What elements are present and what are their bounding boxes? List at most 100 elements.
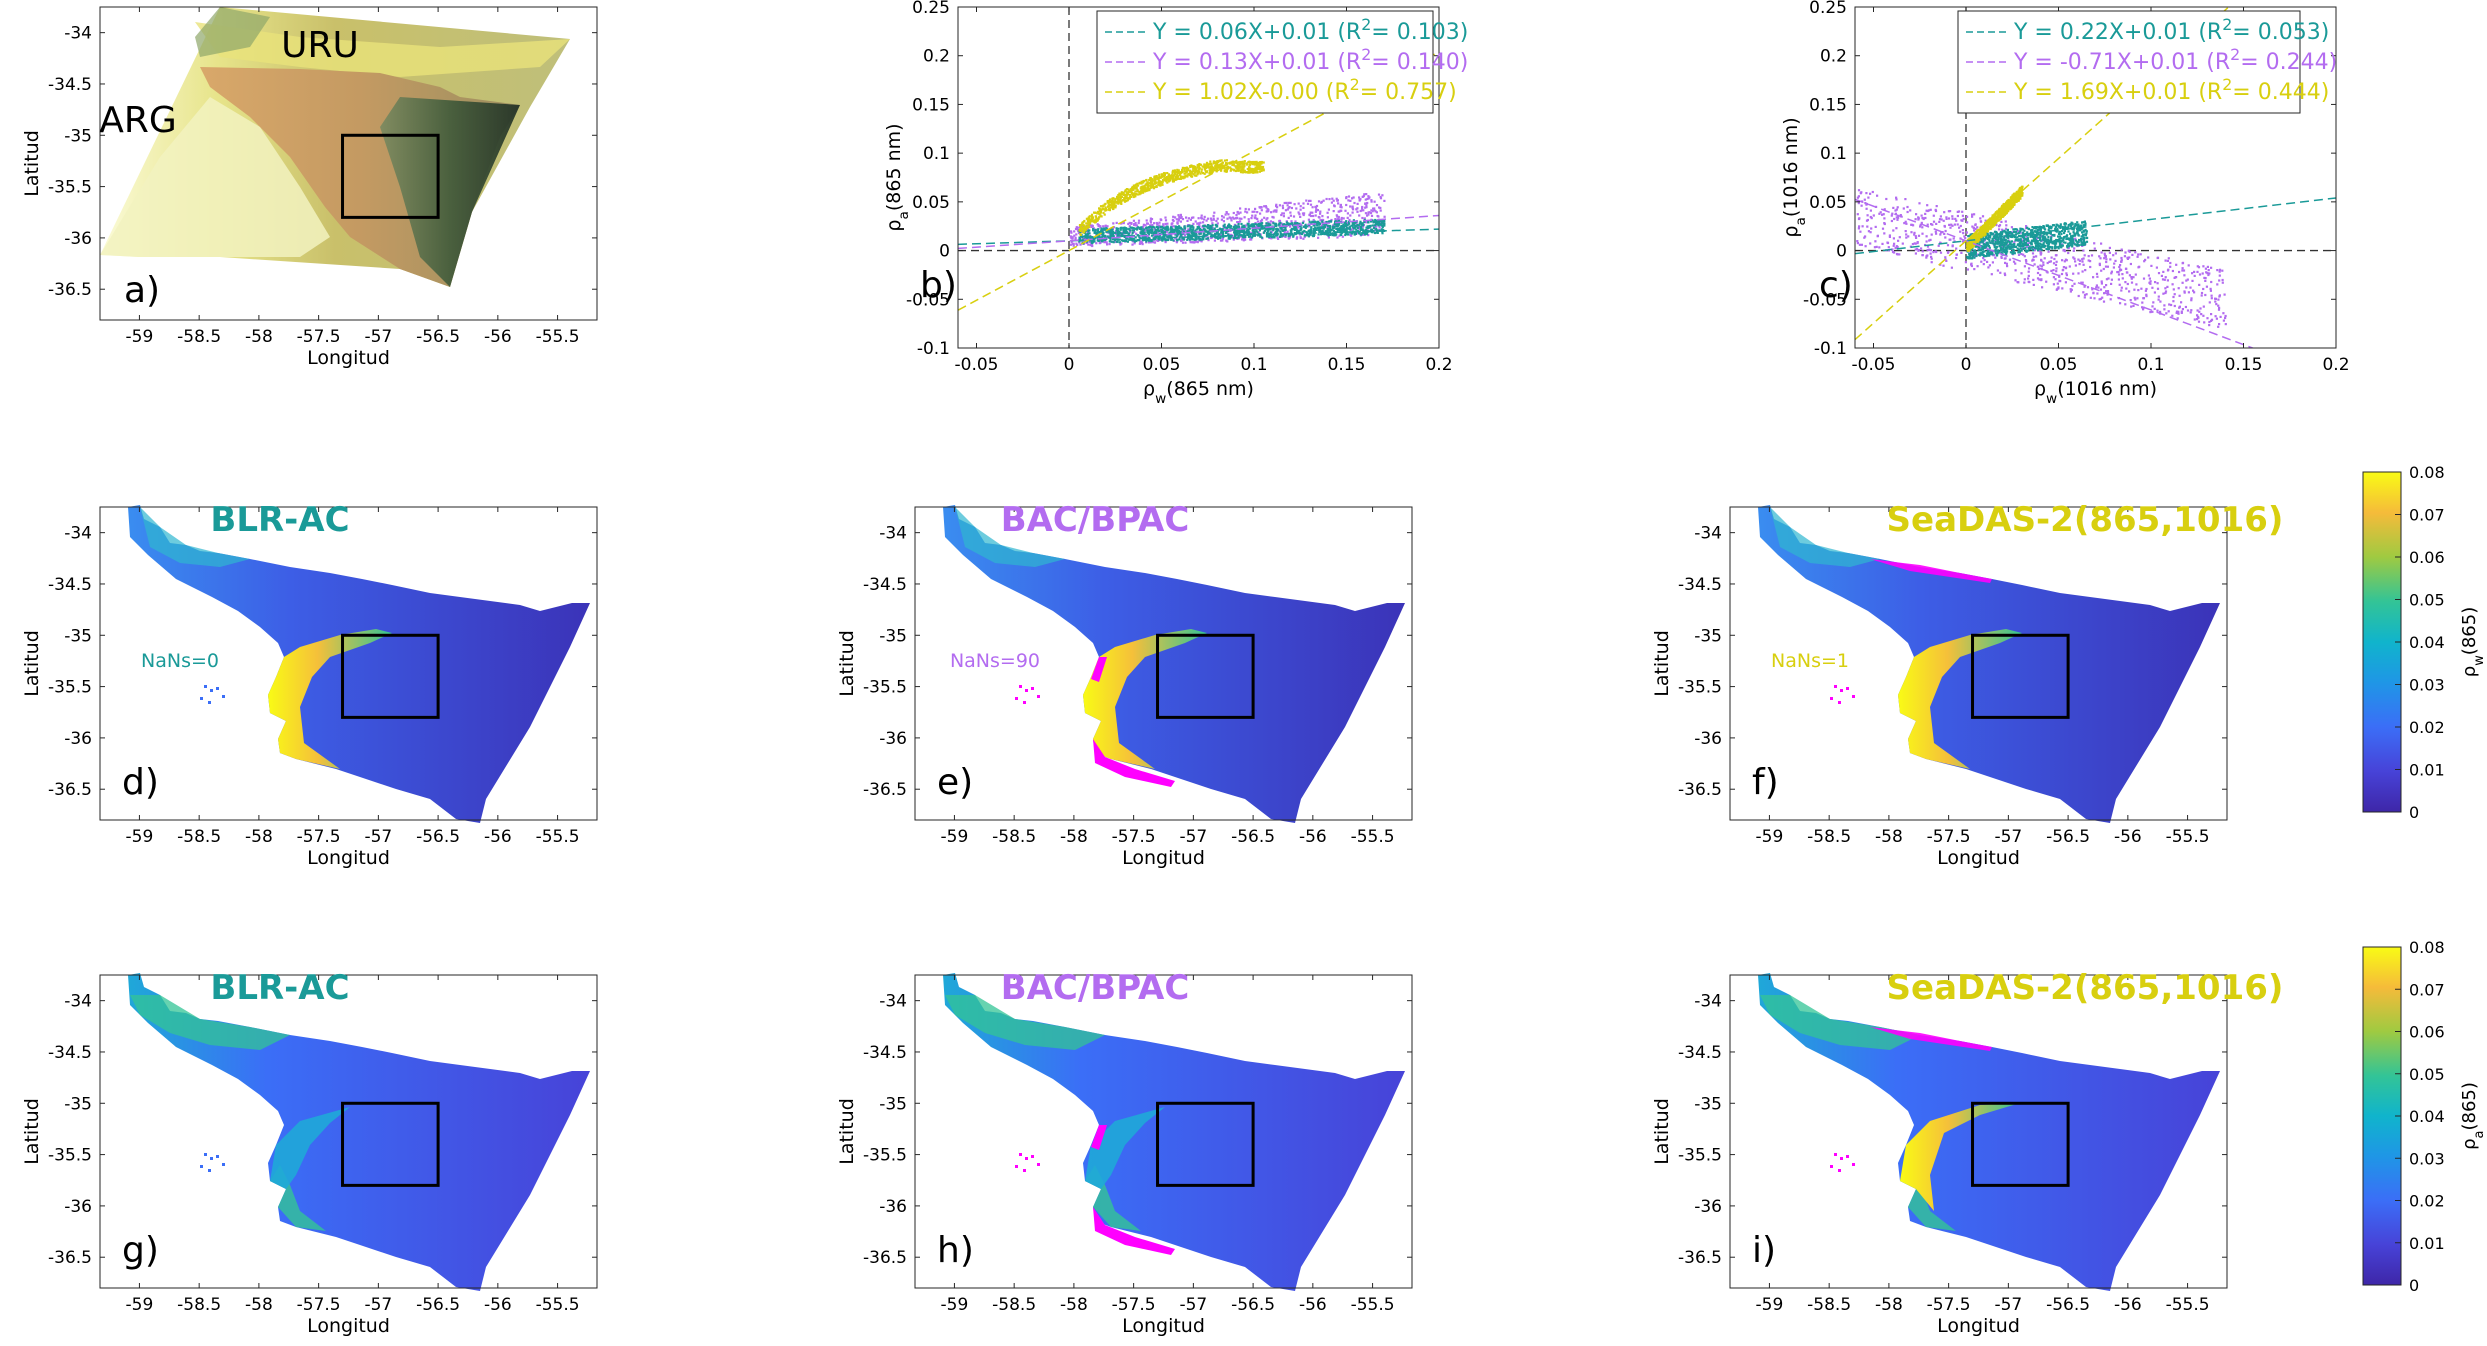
data-point xyxy=(1128,228,1131,231)
data-point xyxy=(1380,221,1383,224)
data-point xyxy=(1210,219,1213,222)
data-point xyxy=(1975,254,1978,258)
data-point xyxy=(1167,180,1170,183)
data-point xyxy=(1166,222,1169,225)
data-point xyxy=(1189,165,1192,168)
data-point xyxy=(1234,169,1237,173)
text-span: a xyxy=(896,211,912,219)
data-point xyxy=(1147,233,1150,236)
data-point xyxy=(1155,231,1158,234)
data-point xyxy=(2176,310,2179,313)
data-point xyxy=(1317,236,1320,239)
data-point xyxy=(1285,220,1288,223)
data-point xyxy=(2072,249,2075,252)
data-point xyxy=(1098,207,1101,210)
data-point xyxy=(1237,212,1240,215)
data-point xyxy=(1213,211,1216,214)
data-point xyxy=(2005,262,2008,265)
data-point xyxy=(1167,228,1170,231)
data-point xyxy=(1922,217,1925,221)
data-point xyxy=(1137,184,1140,187)
data-point xyxy=(2003,229,2006,232)
data-point xyxy=(1149,178,1153,181)
data-point xyxy=(1312,229,1315,232)
data-point xyxy=(2162,270,2165,273)
data-point xyxy=(1087,243,1090,246)
data-point xyxy=(2062,249,2065,252)
data-point xyxy=(1374,210,1377,213)
data-point xyxy=(2063,231,2066,235)
data-point xyxy=(1112,204,1115,207)
data-point xyxy=(1991,237,1994,240)
data-point xyxy=(2028,248,2031,251)
data-point xyxy=(1111,201,1114,204)
data-point xyxy=(1229,217,1232,220)
data-point xyxy=(1227,229,1230,232)
data-point xyxy=(1920,221,1923,224)
data-point xyxy=(1157,228,1160,231)
data-point xyxy=(1870,227,1873,230)
data-point xyxy=(2100,242,2103,245)
data-point xyxy=(2080,243,2083,246)
data-point xyxy=(1129,193,1132,196)
data-point xyxy=(1337,224,1340,227)
data-point xyxy=(1996,254,1999,257)
data-point xyxy=(1251,214,1254,217)
data-point xyxy=(1260,169,1263,172)
data-point xyxy=(1983,245,1986,248)
data-point xyxy=(2084,228,2087,231)
data-point xyxy=(1164,177,1167,180)
data-point xyxy=(1983,246,1986,249)
data-point xyxy=(1181,175,1185,178)
data-point xyxy=(1112,222,1115,225)
data-point xyxy=(1929,208,1932,211)
data-point xyxy=(2134,251,2137,254)
data-point xyxy=(1218,227,1221,230)
data-point xyxy=(2141,306,2144,309)
data-point xyxy=(1108,235,1111,238)
data-point xyxy=(1122,193,1125,196)
data-point xyxy=(1332,199,1335,202)
data-point xyxy=(1359,209,1362,213)
data-point xyxy=(2153,291,2156,294)
data-point xyxy=(1994,233,1997,236)
y-tick-label: -34 xyxy=(64,24,92,44)
data-point xyxy=(1238,165,1241,168)
data-point xyxy=(1297,202,1300,205)
data-point xyxy=(1856,242,1859,245)
data-point xyxy=(1213,227,1216,230)
data-point xyxy=(2169,265,2172,268)
data-point xyxy=(1892,229,1895,232)
data-point xyxy=(1183,168,1186,171)
data-point xyxy=(1329,233,1332,236)
data-point xyxy=(1364,229,1367,232)
data-point xyxy=(1143,228,1146,231)
data-point xyxy=(1171,231,1174,234)
data-point xyxy=(1224,231,1228,234)
data-point xyxy=(1988,264,1991,267)
data-point xyxy=(2052,269,2055,272)
data-point xyxy=(1931,223,1934,226)
data-point xyxy=(1203,225,1206,228)
data-point xyxy=(1143,229,1146,232)
data-point xyxy=(2068,265,2071,268)
data-point xyxy=(1220,234,1223,237)
data-point xyxy=(2062,228,2065,231)
data-point xyxy=(1363,220,1366,223)
data-point xyxy=(2046,232,2049,235)
data-point xyxy=(2147,274,2150,277)
data-point xyxy=(1213,228,1216,232)
data-point xyxy=(2067,230,2070,233)
data-point xyxy=(1191,241,1195,244)
data-point xyxy=(1954,217,1957,220)
data-point xyxy=(1360,209,1363,212)
data-point xyxy=(1192,173,1195,176)
data-point xyxy=(1223,164,1226,167)
data-point xyxy=(1878,246,1881,249)
data-point xyxy=(1086,224,1089,228)
data-point xyxy=(1284,228,1287,231)
data-point xyxy=(1245,227,1248,230)
point-cloud-teal xyxy=(1966,220,2089,260)
data-point xyxy=(1251,229,1254,232)
data-point xyxy=(2038,278,2041,281)
